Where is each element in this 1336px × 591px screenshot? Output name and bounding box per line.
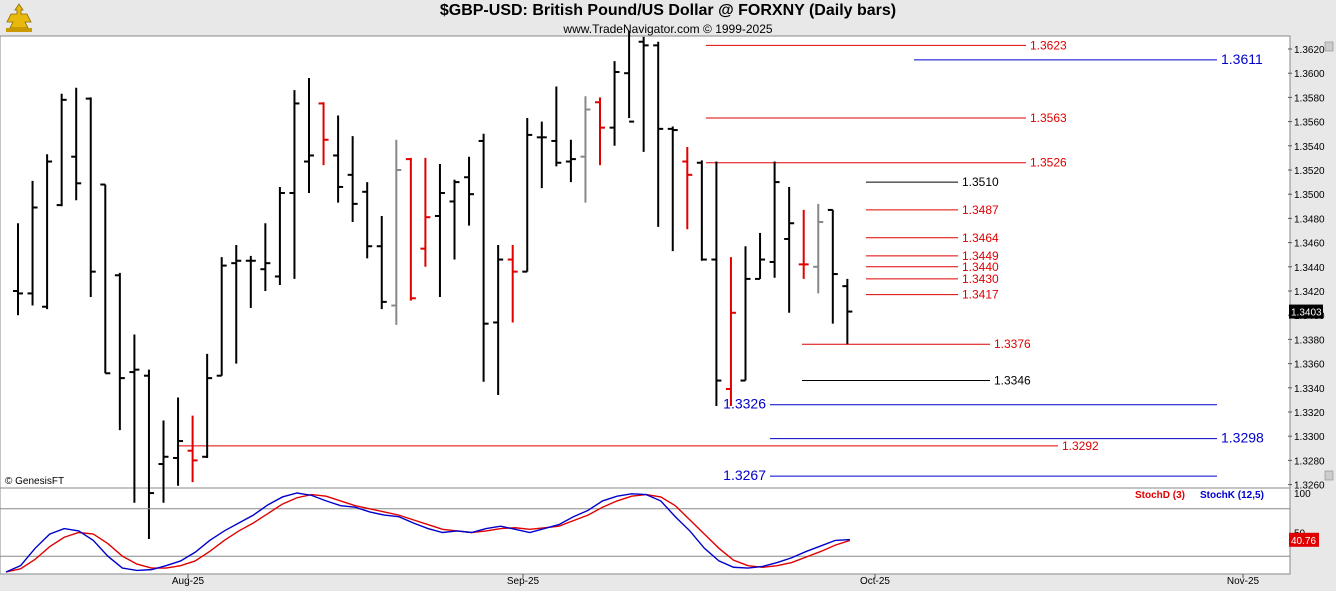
price-tick-label: 1.3580 <box>1294 93 1325 104</box>
level-label: 1.3510 <box>962 175 999 189</box>
level-label: 1.3417 <box>962 288 999 302</box>
scroll-up-arrow-icon[interactable] <box>1324 41 1334 52</box>
level-label: 1.3449 <box>962 249 999 263</box>
price-axis: 1.3620 1.3600 1.3580 1.3560 1.3540 1.3520 1.35… <box>1288 45 1325 492</box>
time-tick-label: Oct-25 <box>860 576 890 587</box>
level-label: 1.3430 <box>962 272 999 286</box>
level-label: 1.3292 <box>1062 439 1099 453</box>
price-tick-label: 1.3620 <box>1294 45 1325 56</box>
price-tick-label: 1.3380 <box>1294 335 1325 346</box>
stochastic-lines: 1005040.76 <box>0 489 1319 573</box>
last-price-box <box>1289 304 1323 319</box>
level-label: 1.3298 <box>1221 430 1264 446</box>
level-label: 1.3267 <box>723 467 766 483</box>
price-panel <box>0 35 1291 489</box>
level-label: 1.3563 <box>1030 111 1067 125</box>
time-axis: Aug-25 Sep-25 Oct-25 Nov-25 <box>172 574 1260 587</box>
stoch-tick-label: 100 <box>1294 489 1311 500</box>
level-label: 1.3464 <box>962 231 999 245</box>
price-tick-label: 1.3600 <box>1294 69 1325 80</box>
stochk-line <box>5 492 850 573</box>
stochastic-panel <box>0 487 1291 575</box>
price-tick-label: 1.3280 <box>1294 456 1325 467</box>
price-tick-label: 1.3340 <box>1294 384 1325 395</box>
stoch-last-label: 40.76 <box>1291 536 1316 547</box>
genesis-logo-icon <box>2 2 36 34</box>
level-lines: 1.3623 1.3611 1.3563 1.3526 1.3510 1.3487 1.34… <box>178 38 1264 483</box>
scroll-down-arrow-icon[interactable] <box>1324 470 1334 481</box>
price-tick-label: 1.3320 <box>1294 408 1325 419</box>
price-tick-label: 1.3540 <box>1294 142 1325 153</box>
price-tick-label: 1.3360 <box>1294 360 1325 371</box>
time-tick-label: Aug-25 <box>172 576 205 587</box>
price-tick-label: 1.3560 <box>1294 118 1325 129</box>
stochk-legend: StochK (12,5) <box>1200 490 1264 501</box>
level-label: 1.3611 <box>1221 51 1263 67</box>
price-tick-label: 1.3520 <box>1294 166 1325 177</box>
level-label: 1.3487 <box>962 203 999 217</box>
chart-title: $GBP-USD: British Pound/US Dollar @ FORX… <box>439 2 897 19</box>
price-tick-label: 1.3440 <box>1294 263 1325 274</box>
stochd-line <box>5 493 851 573</box>
copyright-label: © GenesisFT <box>5 476 64 487</box>
price-tick-label: 1.3300 <box>1294 432 1325 443</box>
price-axis-scroll[interactable] <box>1324 41 1334 481</box>
price-tick-label: 1.3460 <box>1294 239 1325 250</box>
stochd-legend: StochD (3) <box>1135 490 1185 501</box>
price-tick-label: 1.3260 <box>1294 481 1325 492</box>
level-label: 1.3346 <box>994 374 1031 388</box>
level-label: 1.3440 <box>962 260 999 274</box>
time-tick-label: Sep-25 <box>507 576 540 587</box>
price-tick-label: 1.3500 <box>1294 190 1325 201</box>
time-tick-label: Nov-25 <box>1227 576 1260 587</box>
last-price-label: 1.3403 <box>1291 308 1322 319</box>
ohlc-bars <box>13 30 853 540</box>
level-label: 1.3526 <box>1030 156 1067 170</box>
level-label: 1.3326 <box>723 396 766 412</box>
price-tick-label: 1.3420 <box>1294 287 1325 298</box>
chart-subtitle: www.TradeNavigator.com © 1999-2025 <box>563 22 773 36</box>
level-label: 1.3376 <box>994 337 1031 351</box>
price-tick-label: 1.3480 <box>1294 214 1325 225</box>
stoch-last-box <box>1289 532 1319 547</box>
level-label: 1.3623 <box>1030 38 1067 52</box>
